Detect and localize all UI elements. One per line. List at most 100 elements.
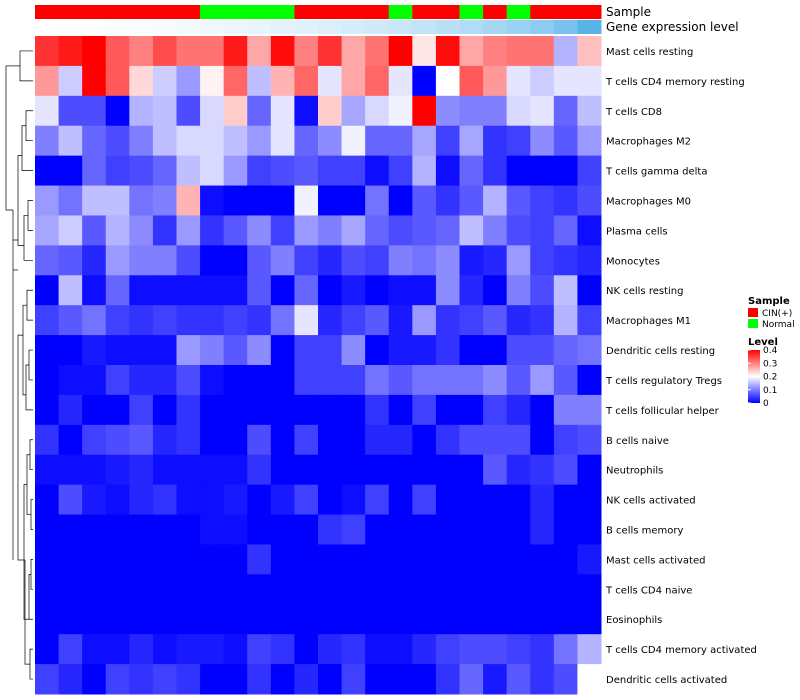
heatmap-cells: [35, 36, 602, 695]
heatmap-cell: [577, 335, 602, 366]
heatmap-cell: [365, 634, 390, 665]
heatmap-cell: [459, 484, 484, 516]
heatmap-cell: [223, 305, 248, 336]
dendrogram-branch: [27, 200, 33, 231]
heatmap-cell: [318, 634, 343, 665]
heatmap-cell: [105, 365, 130, 396]
annotation-expression-cell: [58, 20, 83, 34]
heatmap-cell: [129, 544, 154, 575]
heatmap-cell: [553, 245, 578, 276]
heatmap-cell: [176, 544, 201, 575]
heatmap-cell: [506, 245, 531, 276]
annotation-expression-cell: [553, 20, 578, 34]
heatmap-cell: [200, 604, 225, 635]
heatmap-cell: [129, 335, 154, 366]
heatmap-cell: [506, 215, 531, 246]
heatmap-cell: [247, 484, 272, 516]
heatmap-cell: [129, 514, 154, 545]
heatmap-cell: [294, 634, 319, 665]
heatmap-cell: [152, 484, 177, 516]
heatmap-cell: [247, 634, 272, 665]
heatmap-cell: [223, 365, 248, 396]
heatmap-cell: [270, 65, 295, 97]
heatmap-cell: [294, 245, 319, 276]
row-label: NK cells activated: [606, 496, 696, 507]
heatmap-cell: [223, 335, 248, 366]
annotation-sample-cell: [412, 5, 437, 19]
heatmap-cell: [129, 155, 154, 187]
heatmap-cell: [530, 454, 555, 486]
heatmap-cell: [129, 365, 154, 396]
heatmap-cell: [294, 394, 319, 426]
heatmap-cell: [341, 604, 366, 635]
heatmap-cell: [553, 36, 578, 67]
heatmap-cell: [435, 36, 460, 67]
heatmap-cell: [553, 604, 578, 635]
heatmap-cell: [35, 125, 60, 157]
heatmap-cell: [553, 65, 578, 97]
heatmap-cell: [530, 394, 555, 426]
heatmap-cell: [152, 125, 177, 157]
heatmap-cell: [82, 424, 107, 456]
heatmap-cell: [82, 335, 107, 366]
legend-sample-title: Sample: [748, 296, 790, 307]
heatmap-cell: [530, 484, 555, 516]
heatmap-cell: [200, 245, 225, 276]
heatmap-cell: [388, 215, 413, 246]
heatmap-cell: [318, 544, 343, 575]
heatmap-cell: [435, 275, 460, 306]
heatmap-cell: [577, 544, 602, 575]
heatmap-cell: [483, 544, 508, 575]
heatmap-cell: [35, 664, 60, 695]
heatmap-cell: [105, 664, 130, 695]
heatmap-cell: [412, 215, 437, 246]
heatmap-cell: [58, 245, 83, 276]
heatmap-cell: [341, 484, 366, 516]
heatmap-cell: [200, 185, 225, 216]
heatmap-cell: [200, 365, 225, 396]
heatmap-cell: [58, 574, 83, 605]
annotation-expression-cell: [200, 20, 225, 34]
heatmap-cell: [82, 365, 107, 396]
heatmap-cell: [365, 95, 390, 127]
heatmap-cell: [105, 65, 130, 97]
row-label: Plasma cells: [606, 226, 668, 237]
heatmap-cell: [200, 95, 225, 127]
heatmap-cell: [506, 424, 531, 456]
heatmap-cell: [318, 245, 343, 276]
heatmap-cell: [577, 634, 602, 665]
heatmap-cell: [294, 574, 319, 605]
heatmap-cell: [435, 335, 460, 366]
dendrogram-branch: [26, 454, 31, 515]
heatmap-cell: [483, 574, 508, 605]
heatmap-cell: [435, 394, 460, 426]
heatmap-cell: [483, 514, 508, 545]
row-label: Macrophages M2: [606, 137, 691, 148]
heatmap-cell: [270, 574, 295, 605]
heatmap-cell: [223, 634, 248, 665]
heatmap-cell: [176, 125, 201, 157]
heatmap-cell: [365, 305, 390, 336]
heatmap-cell: [530, 185, 555, 216]
heatmap-cell: [223, 544, 248, 575]
heatmap-cell: [318, 215, 343, 246]
heatmap-cell: [483, 634, 508, 665]
heatmap-cell: [247, 215, 272, 246]
heatmap-cell: [365, 514, 390, 545]
heatmap-cell: [247, 424, 272, 456]
annotation-expression-cell: [35, 20, 60, 34]
heatmap-cell: [82, 544, 107, 575]
heatmap-cell: [553, 155, 578, 187]
heatmap-cell: [412, 514, 437, 545]
heatmap-cell: [483, 36, 508, 67]
heatmap-cell: [82, 394, 107, 426]
heatmap-cell: [388, 155, 413, 187]
heatmap-cell: [247, 36, 272, 67]
heatmap-cell: [152, 335, 177, 366]
legend-ticks: 0.4 0.3 0.2 0.1 0: [748, 346, 778, 409]
row-label: Macrophages M0: [606, 197, 691, 208]
dendrogram-branch: [23, 215, 33, 261]
heatmap-cell: [577, 514, 602, 545]
heatmap-cell: [412, 125, 437, 157]
